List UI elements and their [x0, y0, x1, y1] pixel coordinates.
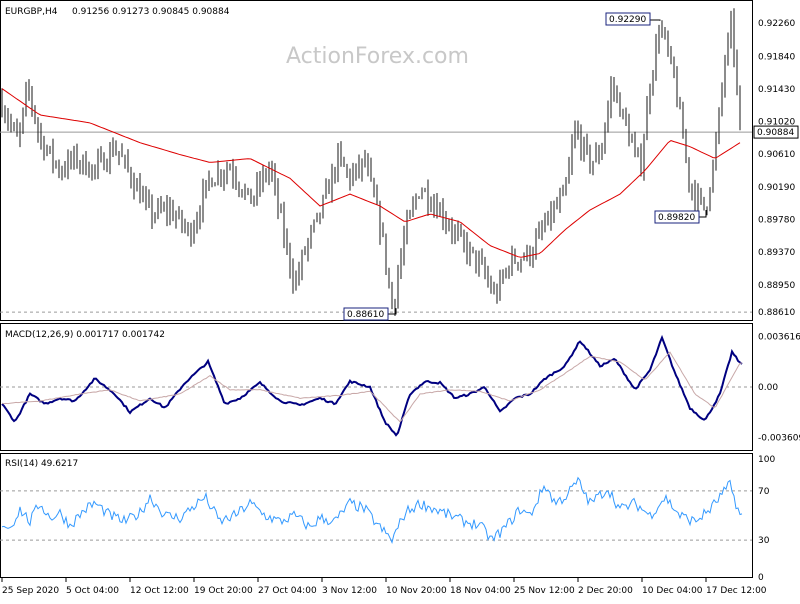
- x-tick-label: 12 Oct 12:00: [130, 586, 189, 596]
- x-tick-label: 27 Oct 04:00: [258, 586, 317, 596]
- rsi-line: [1, 476, 743, 544]
- price-tick-label: 0.92260: [758, 19, 795, 29]
- macd-signal-line: [1, 351, 743, 423]
- watermark: ActionForex.com: [286, 44, 469, 69]
- x-tick-label: 17 Dec 12:00: [706, 586, 767, 596]
- x-tick-label: 25 Sep 2020: [2, 586, 59, 596]
- moving-average-line: [1, 88, 741, 258]
- rsi-tick-label: 30: [758, 536, 770, 546]
- rsi-tick-label: 70: [758, 487, 770, 497]
- x-tick-label: 5 Oct 04:00: [66, 586, 119, 596]
- x-tick-label: 10 Nov 20:00: [386, 586, 447, 596]
- x-tick-label: 19 Oct 20:00: [194, 586, 253, 596]
- price-tick-label: 0.91840: [758, 52, 795, 62]
- high-annotation-box: [605, 12, 651, 26]
- x-tick-label: 10 Dec 04:00: [642, 586, 703, 596]
- low-annotation-box: [343, 307, 389, 321]
- current-price-label: 0.90884: [757, 128, 794, 138]
- macd-tick-label: 0.003616: [758, 333, 800, 343]
- price-tick-label: 0.89370: [758, 248, 795, 258]
- price-low-tick-label: 0.88610: [758, 308, 795, 318]
- price-panel-ohlc: 0.91256 0.91273 0.90845 0.90884: [72, 7, 230, 17]
- high-annotation: 0.92290: [609, 15, 646, 25]
- price-tick-label: 0.89780: [758, 215, 795, 225]
- x-tick-label: 18 Nov 04:00: [450, 586, 511, 596]
- x-tick-label: 3 Nov 12:00: [322, 586, 377, 596]
- price-tick-label: 0.88950: [758, 281, 795, 291]
- price-annotations: 0.92290 0.88610 0.89820: [343, 12, 707, 321]
- price-tick-label: 0.91430: [758, 85, 795, 95]
- price-panel-title: EURGBP,H4: [5, 7, 58, 17]
- rsi-panel-frame: [0, 453, 753, 578]
- macd-tick-label: 0.00: [758, 383, 778, 393]
- macd-panel-frame: [0, 323, 753, 451]
- macd-line: [1, 334, 743, 437]
- low-annotation: 0.88610: [347, 310, 384, 320]
- rsi-panel-title: RSI(14) 49.6217: [5, 459, 78, 469]
- macd-panel-title: MACD(12,26,9) 0.001717 0.001742: [5, 330, 165, 340]
- x-tick-label: 25 Nov 12:00: [514, 586, 575, 596]
- current-price-box: [753, 125, 799, 139]
- macd-tick-label: -0.003609: [758, 433, 800, 443]
- price-tick-label: 0.90610: [758, 150, 795, 160]
- price-bars: [1, 8, 741, 316]
- y-axis-labels: 0.92260 0.91840 0.91430 0.91020 0.90610 0.901…: [753, 19, 800, 583]
- x-axis-labels: 25 Sep 2020 5 Oct 04:00 12 Oct 12:00 19 Oct…: [1, 577, 767, 596]
- x-tick-label: 2 Dec 20:00: [578, 586, 633, 596]
- low2-annotation-box: [654, 210, 700, 224]
- rsi-tick-label: 0: [758, 573, 764, 583]
- rsi-tick-label: 100: [758, 455, 775, 465]
- grid-lines: [0, 131, 752, 541]
- price-tick-label: 0.90190: [758, 183, 795, 193]
- price-tick-label: 0.91020: [758, 117, 795, 127]
- low2-annotation: 0.89820: [658, 213, 695, 223]
